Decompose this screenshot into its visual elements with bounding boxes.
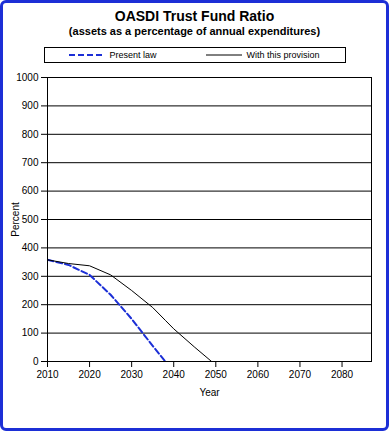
svg-text:800: 800 xyxy=(22,129,39,140)
svg-text:100: 100 xyxy=(22,327,39,338)
svg-text:300: 300 xyxy=(22,271,39,282)
svg-text:Year: Year xyxy=(199,387,220,398)
html-text:With this provision: With this provision xyxy=(246,50,320,60)
svg-text:200: 200 xyxy=(22,299,39,310)
svg-text:500: 500 xyxy=(22,214,39,225)
svg-text:2080: 2080 xyxy=(331,369,354,380)
svg-text:2010: 2010 xyxy=(36,369,59,380)
svg-text:2030: 2030 xyxy=(121,369,144,380)
svg-text:Percent: Percent xyxy=(10,202,21,237)
svg-text:0: 0 xyxy=(33,356,39,367)
svg-text:600: 600 xyxy=(22,185,39,196)
svg-text:2050: 2050 xyxy=(205,369,228,380)
html-text:OASDI Trust Fund Ratio: OASDI Trust Fund Ratio xyxy=(114,8,275,24)
svg-text:400: 400 xyxy=(22,242,39,253)
svg-text:700: 700 xyxy=(22,157,39,168)
svg-text:2070: 2070 xyxy=(289,369,312,380)
svg-text:2020: 2020 xyxy=(78,369,101,380)
svg-text:900: 900 xyxy=(22,100,39,111)
html-text:Present law: Present law xyxy=(109,50,157,60)
svg-text:2040: 2040 xyxy=(163,369,186,380)
svg-text:2060: 2060 xyxy=(247,369,270,380)
html-text:(assets as a percentage of ann: (assets as a percentage of annual expend… xyxy=(68,25,321,37)
svg-text:1000: 1000 xyxy=(16,72,39,83)
